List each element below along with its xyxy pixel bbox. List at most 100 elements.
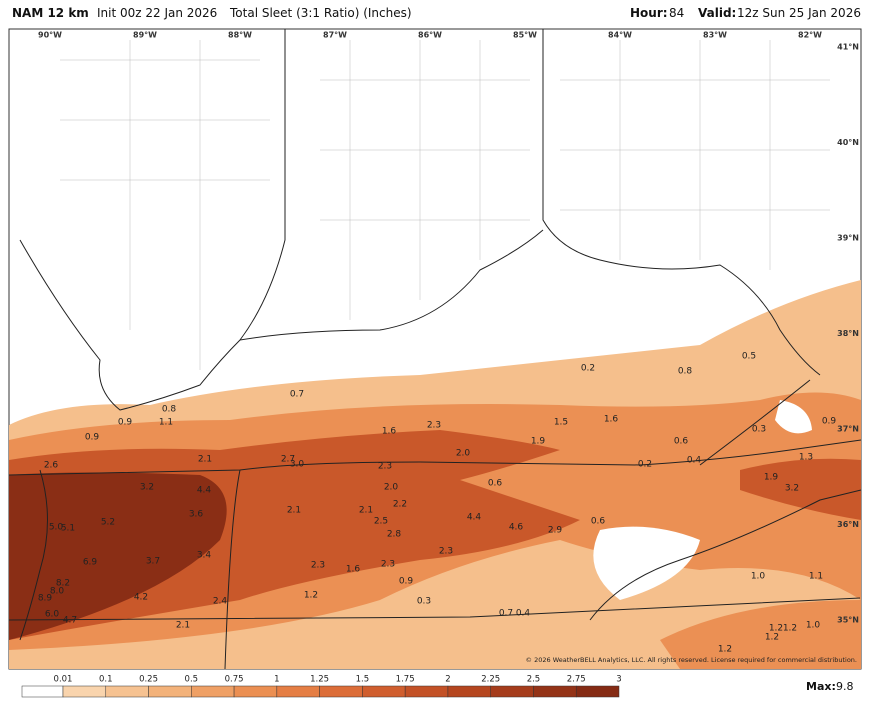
value-label: 3.7 [146,557,160,567]
value-label: 0.6 [674,437,689,447]
value-label: 2.0 [456,449,471,459]
value-label: 1.2 [718,645,732,655]
legend-tick-label: 0.01 [54,675,73,685]
value-label: 4.4 [467,513,482,523]
longitude-label: 85°W [513,31,537,40]
value-label: 0.4 [516,609,531,619]
longitude-label: 86°W [418,31,442,40]
value-label: 0.7 [499,609,513,619]
value-label: 4.2 [134,593,148,603]
value-label: 1.9 [764,473,779,483]
value-labels: 0.20.50.80.70.81.10.90.92.31.61.5 1.6 0.90… [38,352,837,655]
shade-mid-south [660,600,861,669]
legend-tick-label: 2.5 [527,675,541,685]
value-label: 2.2 [393,500,407,510]
value-label: 8.9 [38,594,53,604]
legend-tick-label: 2.75 [567,675,586,685]
valid: 12z Sun 25 Jan 2026 [737,6,861,20]
county-grid [60,40,830,370]
legend-swatch [105,685,149,698]
legend-tick-label: 0.5 [185,675,199,685]
legend-tick-label: 1.5 [356,675,370,685]
value-label: 2.4 [213,597,228,607]
border-tn-nc [589,489,862,621]
latitude-label: 41°N [837,43,859,52]
longitude-label: 84°W [608,31,632,40]
value-label: 4.6 [509,523,524,533]
legend-tick-label: 2 [445,675,450,685]
legend-swatch [62,685,107,698]
latitude-label: 38°N [837,329,859,338]
legend-tick-label: 0.25 [139,675,158,685]
longitude-label: 83°W [703,31,727,40]
legend-swatch [233,685,278,698]
value-label: 1.2 [769,624,783,634]
model: NAM 12 km [12,6,89,20]
legend-swatch [404,685,449,698]
value-label: 1.0 [751,572,766,582]
value-label: 2.3 [439,547,453,557]
legend-tick-label: 0.1 [99,675,113,685]
shade-dark-east [740,458,861,520]
gap-east-tn [593,526,700,600]
legend-swatch [21,685,64,698]
value-label: 2.6 [44,461,59,471]
value-label: 5.0 [49,523,64,533]
value-label: 0.6 [488,479,503,489]
value-label: 1.1 [159,418,173,428]
gap-wv [775,400,812,434]
value-label: 1.2 [783,624,797,634]
value-label: 5.2 [101,518,115,528]
value-label: 2.0 [384,483,399,493]
value-label: 2.7 [281,455,295,465]
value-label: 2.8 [387,530,402,540]
borders [8,29,862,670]
value-label: 6.0 [45,610,60,620]
latitude-label: 35°N [837,616,859,625]
legend-swatch [191,685,235,698]
value-label: 1.6 [346,565,361,575]
value-label: 1.1 [809,572,823,582]
longitude-labels: 90°W 89°W 88°W 87°W 86°W 85°W 84°W 83°W 82°W [38,31,822,40]
legend-swatch [447,685,491,698]
legend-swatch [575,685,620,698]
value-label: 0.8 [162,405,177,415]
legend-tick-label: 2.25 [481,675,500,685]
border-il [19,29,286,411]
border-ky-va [699,379,811,466]
value-label: 3.6 [189,510,204,520]
value-label: 8.0 [50,587,65,597]
sleet-shading [9,280,861,669]
max-label: Max: [806,680,836,693]
max-value: 9.8 [836,680,854,693]
legend: 0.01 0.1 0.25 0.5 0.75 1 1.25 1.5 1.75 2 2.25 2.5 2.… [21,675,622,698]
latitude-label: 40°N [837,138,859,147]
value-label: 3.4 [197,551,212,561]
value-label: 0.9 [118,418,133,428]
longitude-label: 87°W [323,31,347,40]
legend-tick-label: 1.25 [310,675,329,685]
hour-label: Hour: [630,6,668,20]
value-label: 0.9 [399,577,414,587]
latitude-label: 39°N [837,234,859,243]
longitude-label: 89°W [133,31,157,40]
value-label: 3.0 [290,460,305,470]
value-label: 1.2 [304,591,318,601]
header: NAM 12 km Init 00z 22 Jan 2026 Total Sle… [12,6,861,20]
legend-tick-label: 3 [616,675,621,685]
value-label: 0.7 [290,390,304,400]
legend-tick-label: 1.75 [396,675,415,685]
value-label: 2.5 [374,517,388,527]
legend-swatch [319,685,363,698]
value-label: 3.2 [140,483,154,493]
value-label: 1.9 [531,437,546,447]
legend-swatch [362,685,406,698]
value-label: 4.4 [197,486,212,496]
init: Init 00z 22 Jan 2026 [97,6,217,20]
latitude-label: 37°N [837,425,859,434]
copyright: © 2026 WeatherBELL Analytics, LLC. All r… [526,656,857,664]
value-label: 6.9 [83,558,98,568]
legend-tick-label: 0.75 [225,675,244,685]
value-label: 8.2 [56,579,70,589]
